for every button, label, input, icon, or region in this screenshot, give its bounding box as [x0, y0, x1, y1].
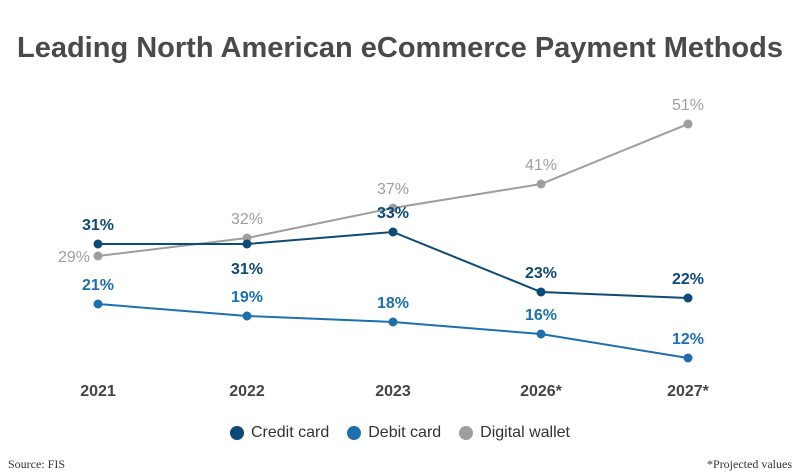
- x-tick-label: 2021: [80, 383, 116, 400]
- data-label: 31%: [82, 217, 114, 234]
- x-tick-label: 2026*: [520, 383, 563, 400]
- data-point: [388, 227, 398, 237]
- x-tick-label: 2023: [375, 383, 411, 400]
- data-label: 23%: [525, 265, 557, 282]
- data-label: 32%: [231, 211, 263, 228]
- data-point: [388, 203, 398, 213]
- data-label: 31%: [231, 261, 263, 278]
- series-line-debit-card: [97, 303, 689, 359]
- x-tick-label: 2022: [229, 383, 265, 400]
- source-note: Source: FIS: [8, 457, 65, 471]
- legend-item: Digital wallet: [459, 424, 570, 442]
- data-label: 16%: [525, 307, 557, 324]
- data-label: 33%: [377, 205, 409, 222]
- series-line-credit-card: [98, 230, 689, 299]
- data-point: [683, 293, 693, 303]
- data-label: 18%: [377, 295, 409, 312]
- data-label: 22%: [672, 271, 704, 288]
- legend-marker-icon: [459, 426, 474, 440]
- data-point: [683, 353, 693, 363]
- projected-note: *Projected values: [707, 457, 792, 471]
- legend-label: Digital wallet: [480, 424, 570, 441]
- data-point: [242, 239, 252, 249]
- legend: Credit card Debit card Digital wallet: [0, 424, 800, 442]
- data-point: [536, 179, 546, 189]
- legend-marker-icon: [347, 426, 362, 440]
- data-label: 29%: [58, 249, 90, 266]
- data-point: [242, 311, 252, 321]
- data-point: [536, 287, 546, 297]
- data-point: [536, 329, 546, 339]
- data-point: [93, 239, 103, 249]
- legend-item: Debit card: [347, 424, 441, 442]
- data-label: 37%: [377, 181, 409, 198]
- legend-marker-icon: [230, 426, 244, 440]
- data-label: 21%: [82, 277, 114, 294]
- x-tick-label: 2027*: [667, 383, 710, 400]
- legend-label: Debit card: [368, 424, 442, 441]
- data-point: [93, 251, 103, 261]
- chart-title: Leading North American eCommerce Payment…: [17, 32, 783, 64]
- data-point: [683, 119, 693, 129]
- data-label: 51%: [672, 97, 704, 114]
- legend-item: Credit card: [230, 424, 329, 442]
- data-label: 41%: [525, 157, 557, 174]
- legend-label: Credit card: [251, 424, 330, 441]
- data-point: [388, 317, 398, 327]
- data-point: [93, 299, 103, 309]
- data-label: 12%: [672, 331, 704, 348]
- data-label: 19%: [231, 289, 263, 306]
